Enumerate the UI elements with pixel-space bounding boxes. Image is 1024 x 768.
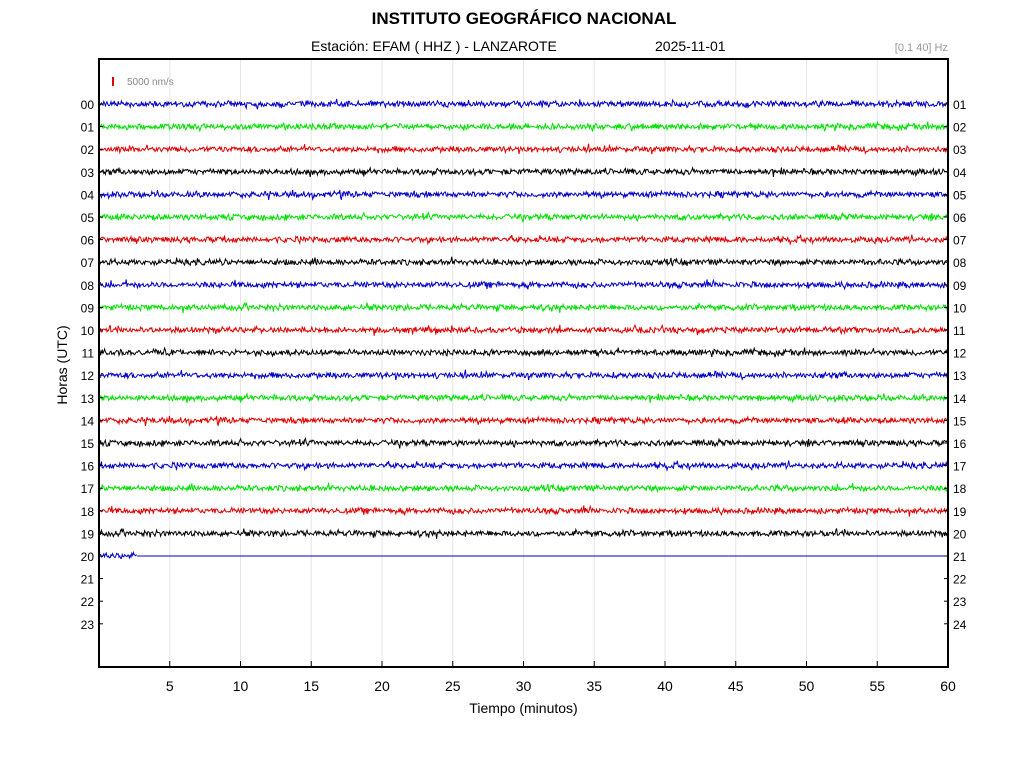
y-tick-label-right: 03 — [953, 143, 967, 157]
y-tick-label-left: 10 — [81, 324, 95, 338]
station-subtitle: Estación: EFAM ( HHZ ) - LANZAROTE — [311, 38, 557, 54]
y-tick-label-right: 17 — [953, 460, 967, 474]
y-tick-label-left: 00 — [81, 98, 95, 112]
y-tick-label-right: 06 — [953, 211, 967, 225]
grid-lines — [169, 59, 878, 667]
trace-hour-19 — [98, 527, 949, 539]
y-tick-label-left: 13 — [81, 392, 95, 406]
y-tick-label-right: 16 — [953, 437, 967, 451]
x-tick-label: 30 — [516, 678, 532, 694]
y-tick-label-left: 16 — [81, 460, 95, 474]
y-tick-label-left: 17 — [81, 482, 95, 496]
y-tick-label-right: 10 — [953, 301, 967, 315]
record-date: 2025-11-01 — [655, 38, 726, 54]
y-tick-label-right: 14 — [953, 392, 967, 406]
x-tick-label: 20 — [374, 678, 390, 694]
y-tick-label-left: 22 — [81, 595, 95, 609]
y-tick-label-left: 19 — [81, 527, 95, 541]
trace-hour-11 — [98, 346, 949, 358]
y-tick-label-left: 08 — [81, 279, 95, 293]
x-tick-label: 55 — [869, 678, 885, 694]
frequency-band: [0.1 40] Hz — [894, 42, 948, 54]
trace-hour-0 — [98, 98, 949, 111]
trace-hour-16 — [98, 460, 949, 472]
x-tick-label: 50 — [799, 678, 815, 694]
trace-hour-15 — [98, 437, 949, 449]
x-tick-label: 45 — [728, 678, 744, 694]
trace-hour-1 — [98, 120, 949, 133]
y-tick-label-left: 09 — [81, 301, 95, 315]
y-tick-label-right: 02 — [953, 121, 967, 135]
y-tick-label-right: 01 — [953, 98, 967, 112]
y-tick-label-left: 07 — [81, 256, 95, 270]
trace-hour-3 — [98, 166, 949, 178]
y-tick-label-right: 21 — [953, 550, 967, 564]
y-tick-label-right: 11 — [953, 324, 966, 338]
trace-hour-6 — [98, 234, 949, 246]
x-tick-label: 25 — [445, 678, 461, 694]
y-tick-label-left: 15 — [81, 437, 95, 451]
trace-hour-8 — [98, 278, 948, 291]
x-tick-label: 5 — [166, 678, 174, 694]
trace-hour-14 — [98, 415, 949, 427]
y-tick-label-left: 18 — [81, 505, 95, 519]
y-tick-label-left: 21 — [81, 573, 95, 587]
scale-bar: 5000 nm/s — [112, 77, 174, 88]
y-axis-left-ticks: 00 01 02 03 04 05 06 07 08 09 10 11 12 13 14 15 16 17 18 19… — [81, 98, 103, 632]
trace-hour-5 — [98, 211, 949, 223]
trace-hour-4 — [98, 189, 949, 201]
y-tick-label-left: 12 — [81, 369, 95, 383]
y-tick-label-right: 12 — [953, 347, 967, 361]
y-tick-label-right: 23 — [953, 595, 967, 609]
trace-hour-10 — [98, 323, 949, 336]
x-tick-label: 40 — [657, 678, 673, 694]
y-tick-label-right: 20 — [953, 527, 967, 541]
x-tick-label: 60 — [940, 678, 956, 694]
y-tick-label-right: 08 — [953, 256, 967, 270]
x-tick-label: 10 — [233, 678, 249, 694]
trace-hour-13 — [98, 392, 949, 404]
x-axis-label: Tiempo (minutos) — [469, 700, 578, 716]
x-tick-label: 35 — [586, 678, 602, 694]
y-tick-label-right: 15 — [953, 414, 967, 428]
trace-hour-9 — [98, 301, 949, 314]
y-axis-right-ticks: 01 02 03 04 05 06 07 08 09 10 11 12 13 14 15 16 17 18 19 20… — [944, 98, 967, 632]
y-tick-label-right: 09 — [953, 279, 967, 293]
trace-hour-2 — [98, 143, 949, 155]
y-tick-label-left: 01 — [81, 121, 95, 135]
y-tick-label-right: 04 — [953, 166, 967, 180]
y-tick-label-right: 05 — [953, 188, 967, 202]
trace-hour-20 — [98, 550, 138, 560]
y-tick-label-left: 20 — [81, 550, 95, 564]
scale-bar-label: 5000 nm/s — [127, 77, 174, 88]
y-tick-label-left: 14 — [81, 414, 95, 428]
trace-hour-12 — [98, 369, 949, 381]
y-tick-label-right: 22 — [953, 573, 967, 587]
y-tick-label-left: 05 — [81, 211, 95, 225]
x-tick-label: 15 — [303, 678, 319, 694]
y-tick-label-right: 07 — [953, 234, 967, 248]
y-tick-label-left: 02 — [81, 143, 95, 157]
y-tick-label-left: 04 — [81, 188, 95, 202]
y-tick-label-right: 19 — [953, 505, 967, 519]
chart-title: INSTITUTO GEOGRÁFICO NACIONAL — [371, 9, 677, 28]
trace-hour-7 — [98, 256, 949, 268]
trace-hour-17 — [98, 482, 949, 494]
y-tick-label-right: 13 — [953, 369, 967, 383]
y-tick-label-right: 18 — [953, 482, 967, 496]
trace-hour-18 — [98, 504, 949, 517]
y-tick-label-left: 23 — [81, 618, 95, 632]
seismic-traces — [98, 98, 949, 560]
y-tick-label-right: 24 — [953, 618, 967, 632]
x-axis-ticks: 5 10 15 20 25 30 35 40 45 50 55 60 — [166, 661, 956, 694]
y-tick-label-left: 06 — [81, 234, 95, 248]
y-tick-label-left: 03 — [81, 166, 95, 180]
y-tick-label-left: 11 — [82, 347, 95, 361]
